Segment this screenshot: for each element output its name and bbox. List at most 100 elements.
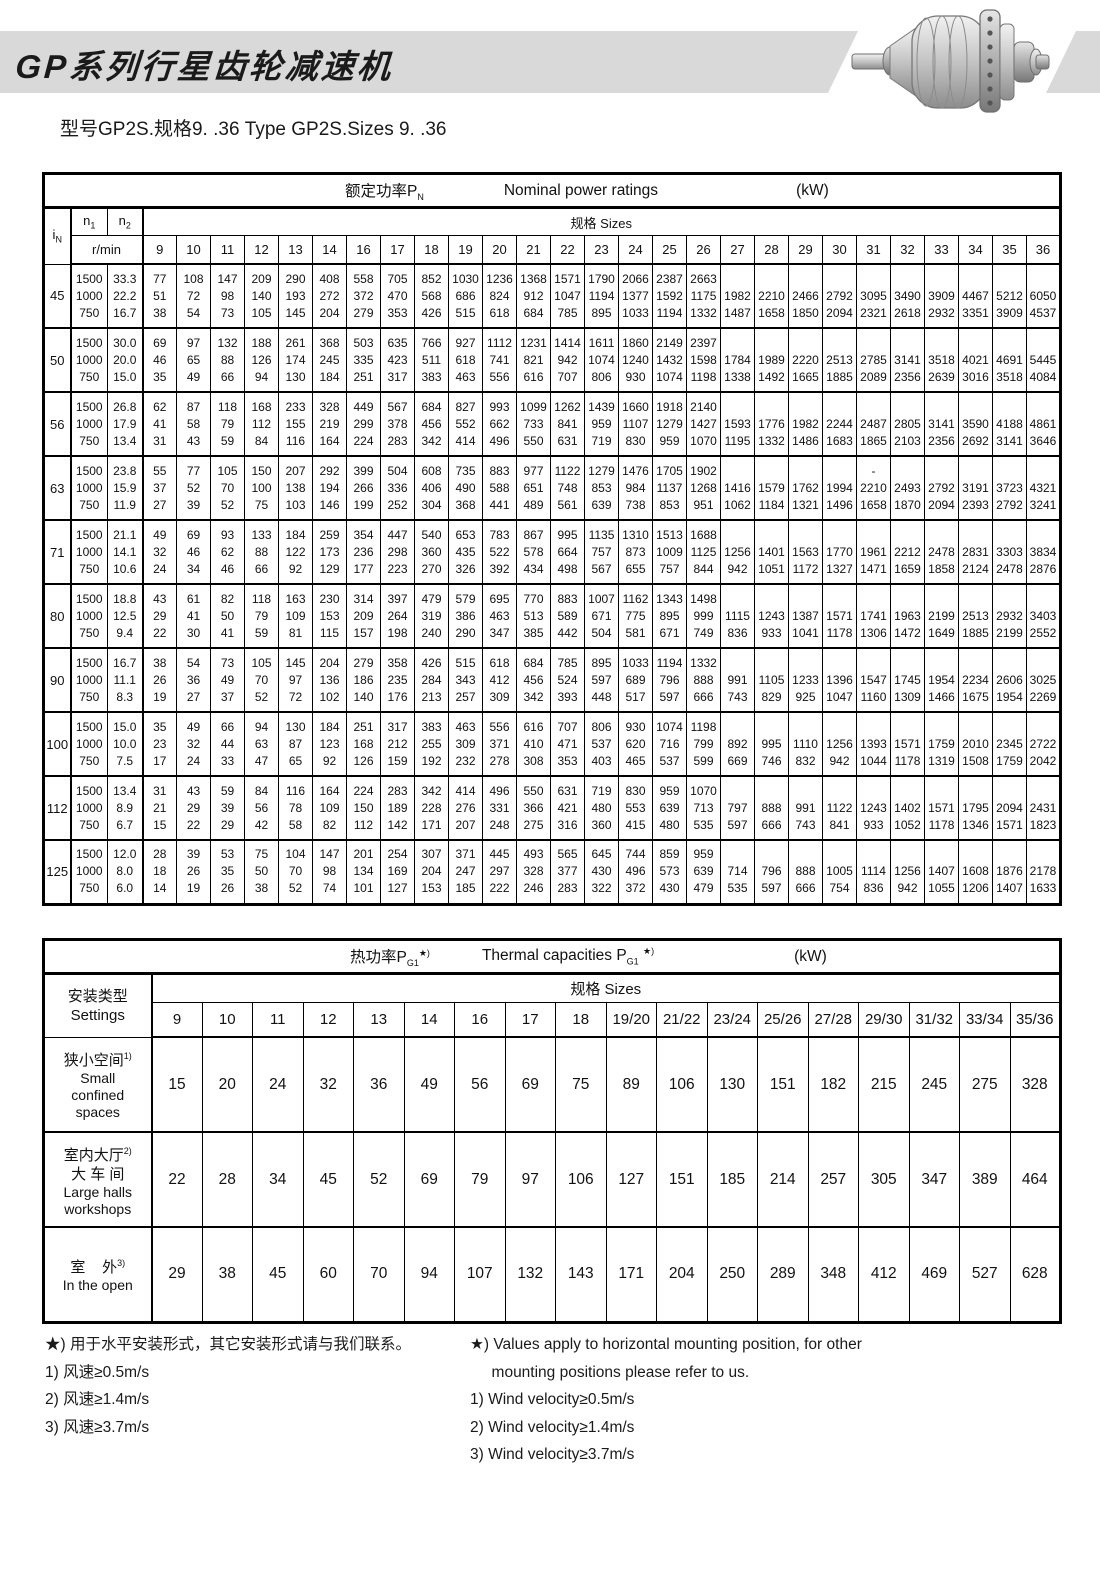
power-value-cell: 995 664 498 (550, 519, 585, 585)
power-value-cell: 1498 999 749 (686, 583, 721, 649)
power-value-cell: 959 639 479 (686, 839, 721, 905)
thermal-value-cell: 289 (757, 1226, 809, 1323)
power-value-cell: 2397 1598 1198 (686, 327, 721, 393)
thermal-value-cell: 49 (403, 1036, 455, 1133)
power-value-cell: 1396 1047 (822, 647, 857, 713)
power-row-80: 80 1500 1000 750 18.8 12.5 9.4 43 29 22 61 41 30 82 50… (43, 583, 1061, 649)
power-value-cell: 1310 873 655 (618, 519, 653, 585)
power-value-cell: 766 511 383 (414, 327, 449, 393)
power-value-cell: 283 189 142 (380, 775, 415, 841)
power-value-cell: 1256 942 (720, 519, 755, 585)
power-value-cell: 82 50 41 (210, 583, 245, 649)
power-value-cell: 1198 799 599 (686, 711, 721, 777)
power-title-en: Nominal power ratings (503, 181, 659, 199)
power-value-cell: 5445 4084 (1026, 327, 1061, 393)
power-value-cell: 328 219 164 (312, 391, 347, 457)
thermal-value-cell: 171 (605, 1226, 657, 1323)
size-col-header: 35 (992, 235, 1027, 265)
power-value-cell: 540 360 270 (414, 519, 449, 585)
power-value-cell: 261 174 130 (278, 327, 313, 393)
power-value-cell: 1343 895 671 (652, 583, 687, 649)
power-value-cell: 259 173 129 (312, 519, 347, 585)
power-value-cell: 97 65 49 (176, 327, 211, 393)
size-col-header: 14 (312, 235, 347, 265)
power-value-cell: 631 421 316 (550, 775, 585, 841)
power-value-cell: 230 153 115 (312, 583, 347, 649)
thermal-value-cell: 69 (504, 1036, 556, 1133)
power-value-cell: 1122 748 561 (550, 455, 585, 521)
power-value-cell: 550 366 275 (516, 775, 551, 841)
power-value-cell: 1476 984 738 (618, 455, 653, 521)
power-value-cell: 719 480 360 (584, 775, 619, 841)
thermal-size-col-header: 12 (302, 1002, 354, 1038)
power-value-cell: 1902 1268 951 (686, 455, 721, 521)
gearbox-product-image (851, 9, 1050, 113)
ratio-in-cell: 45 (43, 263, 72, 329)
thermal-value-cell: 22 (151, 1131, 203, 1228)
n1-speed-cell: 1500 1000 750 (70, 839, 108, 905)
power-value-cell: 447 298 223 (380, 519, 415, 585)
thermal-value-cell: 527 (959, 1226, 1011, 1323)
power-value-cell: 4691 3518 (992, 327, 1027, 393)
footnote-line: ★) Values apply to horizontal mounting p… (470, 1336, 862, 1353)
power-value-cell: 342 228 171 (414, 775, 449, 841)
power-value-cell: 1770 1327 (822, 519, 857, 585)
ratio-in-cell: 112 (43, 775, 72, 841)
power-value-cell: 164 109 82 (312, 775, 347, 841)
power-value-cell: 1745 1309 (890, 647, 925, 713)
power-value-cell: 163 109 81 (278, 583, 313, 649)
power-value-cell: 2932 2199 (992, 583, 1027, 649)
thermal-size-col-header: 13 (353, 1002, 405, 1038)
power-value-cell: 1876 1407 (992, 839, 1027, 905)
thermal-value-cell: 79 (454, 1131, 506, 1228)
thermal-value-cell: 275 (959, 1036, 1011, 1133)
power-value-cell: 3191 2393 (958, 455, 993, 521)
thermal-value-cell: 24 (252, 1036, 304, 1133)
ratio-in-cell: 71 (43, 519, 72, 585)
power-value-cell: 1414 942 707 (550, 327, 585, 393)
power-value-cell: 2149 1432 1074 (652, 327, 687, 393)
power-title-unit: (kW) (796, 181, 829, 199)
thermal-title-en: Thermal capacities PG1 ★) (481, 946, 655, 967)
power-value-cell: 3303 2478 (992, 519, 1027, 585)
power-value-cell: 31 21 15 (142, 775, 177, 841)
thermal-value-cell: 328 (1009, 1036, 1061, 1133)
power-row-56: 56 1500 1000 750 26.8 17.9 13.4 62 41 31 87 58 43 118… (43, 391, 1061, 457)
thermal-size-col-header: 10 (201, 1002, 253, 1038)
power-value-cell: 251 168 126 (346, 711, 381, 777)
thermal-size-col-header: 23/24 (706, 1002, 758, 1038)
power-value-cell: 2831 2124 (958, 519, 993, 585)
size-col-header: 30 (822, 235, 857, 265)
power-value-cell: 3909 2932 (924, 263, 959, 329)
size-col-header: 18 (414, 235, 449, 265)
thermal-title-cn: 热功率PG1★) (350, 947, 430, 969)
n1-speed-cell: 1500 1000 750 (70, 711, 108, 777)
power-value-cell: 830 553 415 (618, 775, 653, 841)
power-value-cell: 1243 933 (856, 775, 891, 841)
size-col-header: 17 (380, 235, 415, 265)
thermal-value-cell: 151 (757, 1036, 809, 1133)
thermal-value-cell: 107 (454, 1226, 506, 1323)
power-value-cell: 1279 853 639 (584, 455, 619, 521)
thermal-value-cell: 347 (908, 1131, 960, 1228)
power-value-cell: 493 328 246 (516, 839, 551, 905)
power-value-cell: 2066 1377 1033 (618, 263, 653, 329)
power-value-cell: 4467 3351 (958, 263, 993, 329)
power-value-cell: 883 588 441 (482, 455, 517, 521)
power-value-cell: 635 423 317 (380, 327, 415, 393)
power-value-cell: 209 140 105 (244, 263, 279, 329)
power-value-cell: 2094 1571 (992, 775, 1027, 841)
power-value-cell: 1982 1486 (788, 391, 823, 457)
n1-speed-cell: 1500 1000 750 (70, 583, 108, 649)
power-value-cell: 2210 1658 (754, 263, 789, 329)
power-value-cell: 2493 1870 (890, 455, 925, 521)
power-value-cell: 1439 959 719 (584, 391, 619, 457)
power-value-cell: 4861 3646 (1026, 391, 1061, 457)
thermal-value-cell: 185 (706, 1131, 758, 1228)
power-value-cell: 2220 1665 (788, 327, 823, 393)
power-value-cell: 1741 1306 (856, 583, 891, 649)
power-value-cell: 1112 741 556 (482, 327, 517, 393)
col-header-n1: n1 (70, 207, 108, 236)
thermal-value-cell: 305 (858, 1131, 910, 1228)
size-col-header: 20 (482, 235, 517, 265)
